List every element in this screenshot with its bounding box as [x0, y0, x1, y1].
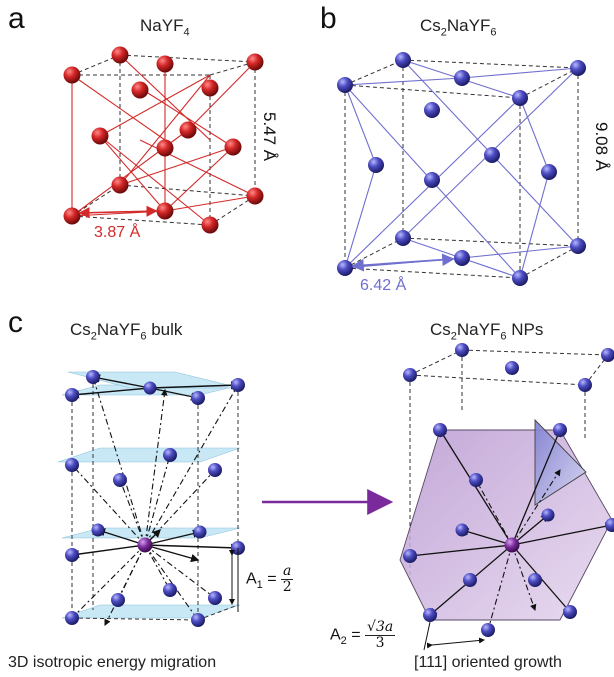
panel-a-lattice	[63, 46, 264, 234]
panel-a-title: NaYF4	[140, 16, 190, 39]
panel-a-width-label: 3.87 Å	[94, 224, 141, 241]
panel-c-left-title: Cs2NaYF6 bulk	[70, 320, 183, 343]
panel-letter-c: c	[8, 306, 23, 339]
panel-letter-b: b	[320, 2, 337, 35]
panel-b-height-label: 9.08 Å	[592, 122, 611, 172]
right-caption: [111] oriented growth	[414, 654, 562, 671]
panel-c-left-lattice	[57, 370, 245, 627]
panel-c-right-title: Cs2NaYF6 NPs	[430, 320, 544, 343]
panel-b-lattice	[337, 52, 586, 286]
a2-label: A2 = √3a 3	[330, 619, 396, 651]
panel-c-right-lattice	[399, 343, 614, 651]
panel-b-title: Cs2NaYF6	[420, 16, 497, 39]
panel-b-width-label: 6.42 Å	[360, 277, 407, 294]
triangular-facet	[534, 418, 587, 506]
panel-a-height-label: 5.47 Å	[260, 112, 279, 162]
panel-letter-a: a	[8, 2, 25, 35]
hexagonal-facet	[399, 429, 613, 621]
left-caption: 3D isotropic energy migration	[8, 654, 217, 671]
